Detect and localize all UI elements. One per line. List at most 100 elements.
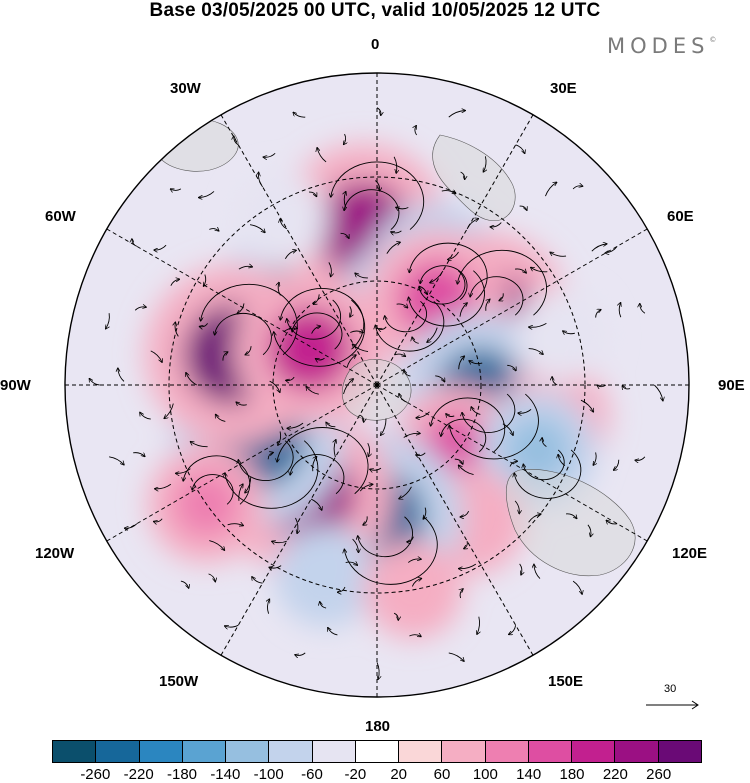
latitude-circle <box>272 280 482 490</box>
wind-arrow <box>350 306 352 316</box>
anomaly-core-neg-10 <box>534 309 588 363</box>
wind-arrow <box>249 224 265 233</box>
streamline-pos-2-0 <box>470 276 524 316</box>
wind-arrow <box>317 148 327 163</box>
wind-arrow <box>234 136 239 146</box>
wind-arrow <box>545 182 556 197</box>
wind-arrow <box>415 126 417 136</box>
wind-arrow <box>593 452 596 465</box>
wind-arrow <box>352 538 359 552</box>
colorbar-tick-label: 140 <box>516 766 542 783</box>
wind-arrow <box>353 344 369 352</box>
map-disc <box>65 73 689 697</box>
wind-arrow <box>375 180 379 190</box>
wind-arrow <box>654 384 663 401</box>
streamline-neg-4-0 <box>462 393 516 433</box>
wind-arrow <box>278 431 281 445</box>
polar-map <box>64 72 690 698</box>
wind-arrow <box>430 270 444 283</box>
wind-arrow <box>344 133 346 144</box>
streamline-neg-3-1 <box>375 300 445 352</box>
colorbar-swatch <box>615 741 659 762</box>
wind-arrow <box>316 357 325 360</box>
wind-arrow <box>216 414 226 422</box>
wind-arrow <box>340 232 349 238</box>
wind-arrow <box>171 189 182 191</box>
wind-arrow <box>464 541 467 549</box>
wind-arrow <box>155 483 172 489</box>
wind-arrow <box>409 635 421 637</box>
wind-arrow <box>125 523 138 529</box>
vector-scale-arrow <box>646 700 699 710</box>
colorbar-tick-label: -20 <box>344 766 367 783</box>
wind-arrow <box>490 222 502 227</box>
lon-label-0: 0 <box>371 36 380 53</box>
wind-arrow <box>308 191 317 196</box>
wind-arrow <box>89 379 100 386</box>
wind-arrow <box>237 303 245 313</box>
streamline-neg-4-1 <box>449 393 539 460</box>
colorbar-swatch <box>572 741 616 762</box>
wind-arrow <box>502 423 513 435</box>
wind-arrow <box>528 348 543 355</box>
wind-arrow <box>199 191 215 197</box>
wind-arrow <box>376 107 381 116</box>
latitude-circle <box>168 176 586 594</box>
colorbar-swatch <box>399 741 443 762</box>
lon-label-30e: 30E <box>550 80 577 97</box>
wind-arrow <box>326 422 336 428</box>
wind-arrow <box>176 468 191 474</box>
wind-arrow <box>284 250 296 260</box>
meridian-line <box>106 384 378 542</box>
wind-arrow <box>518 409 532 413</box>
streamline-neg-2-1 <box>409 270 485 327</box>
wind-arrow <box>269 565 282 568</box>
wind-arrow <box>572 186 583 190</box>
streamline-pos-2-1 <box>457 249 547 316</box>
land-australia <box>506 469 636 577</box>
wind-arrow <box>310 498 322 510</box>
wind-arrow <box>180 580 189 588</box>
wind-arrow <box>245 476 252 493</box>
wind-arrow <box>368 443 370 456</box>
wind-arrow <box>499 293 504 300</box>
colorbar-swatch <box>442 741 486 762</box>
wind-arrow <box>435 375 444 382</box>
graticule <box>65 73 689 697</box>
anomaly-field <box>144 143 610 640</box>
wind-arrow <box>263 152 276 157</box>
wind-arrow <box>459 303 467 317</box>
streamline-pos-3-0 <box>420 265 468 301</box>
wind-arrow <box>407 536 414 542</box>
wind-arrow <box>614 459 620 470</box>
colorbar-tick-label: 260 <box>646 766 672 783</box>
wind-arrow <box>515 144 525 154</box>
wind-arrow <box>550 252 567 257</box>
wind-arrow <box>404 370 411 377</box>
lon-label-120e: 120E <box>672 545 708 562</box>
wind-arrow <box>528 514 541 523</box>
streamline-pos-1-1 <box>331 161 425 230</box>
colorbar <box>52 740 702 763</box>
wind-arrow <box>355 273 368 279</box>
wind-arrow <box>312 457 317 472</box>
wind-arrow <box>448 251 459 260</box>
lon-label-120w: 120W <box>35 545 75 562</box>
lon-label-150e: 150E <box>548 673 584 690</box>
wind-arrow <box>238 266 252 270</box>
wind-arrow <box>408 559 421 563</box>
wind-arrow <box>460 589 463 599</box>
colorbar-swatch <box>658 741 701 762</box>
wind-arrow <box>225 624 239 627</box>
wind-arrow <box>635 456 646 461</box>
wind-arrow <box>245 346 252 355</box>
streamline-pos-5-1 <box>431 397 506 453</box>
wind-arrow <box>269 380 280 392</box>
colorbar-swatch <box>53 741 97 762</box>
wind-arrow <box>287 422 304 428</box>
map-title: Base 03/05/2025 00 UTC, valid 10/05/2025… <box>149 0 601 21</box>
wind-arrow <box>469 361 483 364</box>
wind-arrow <box>519 205 527 210</box>
streamline-neg-2-0 <box>419 270 466 305</box>
wind-arrow <box>595 310 601 318</box>
